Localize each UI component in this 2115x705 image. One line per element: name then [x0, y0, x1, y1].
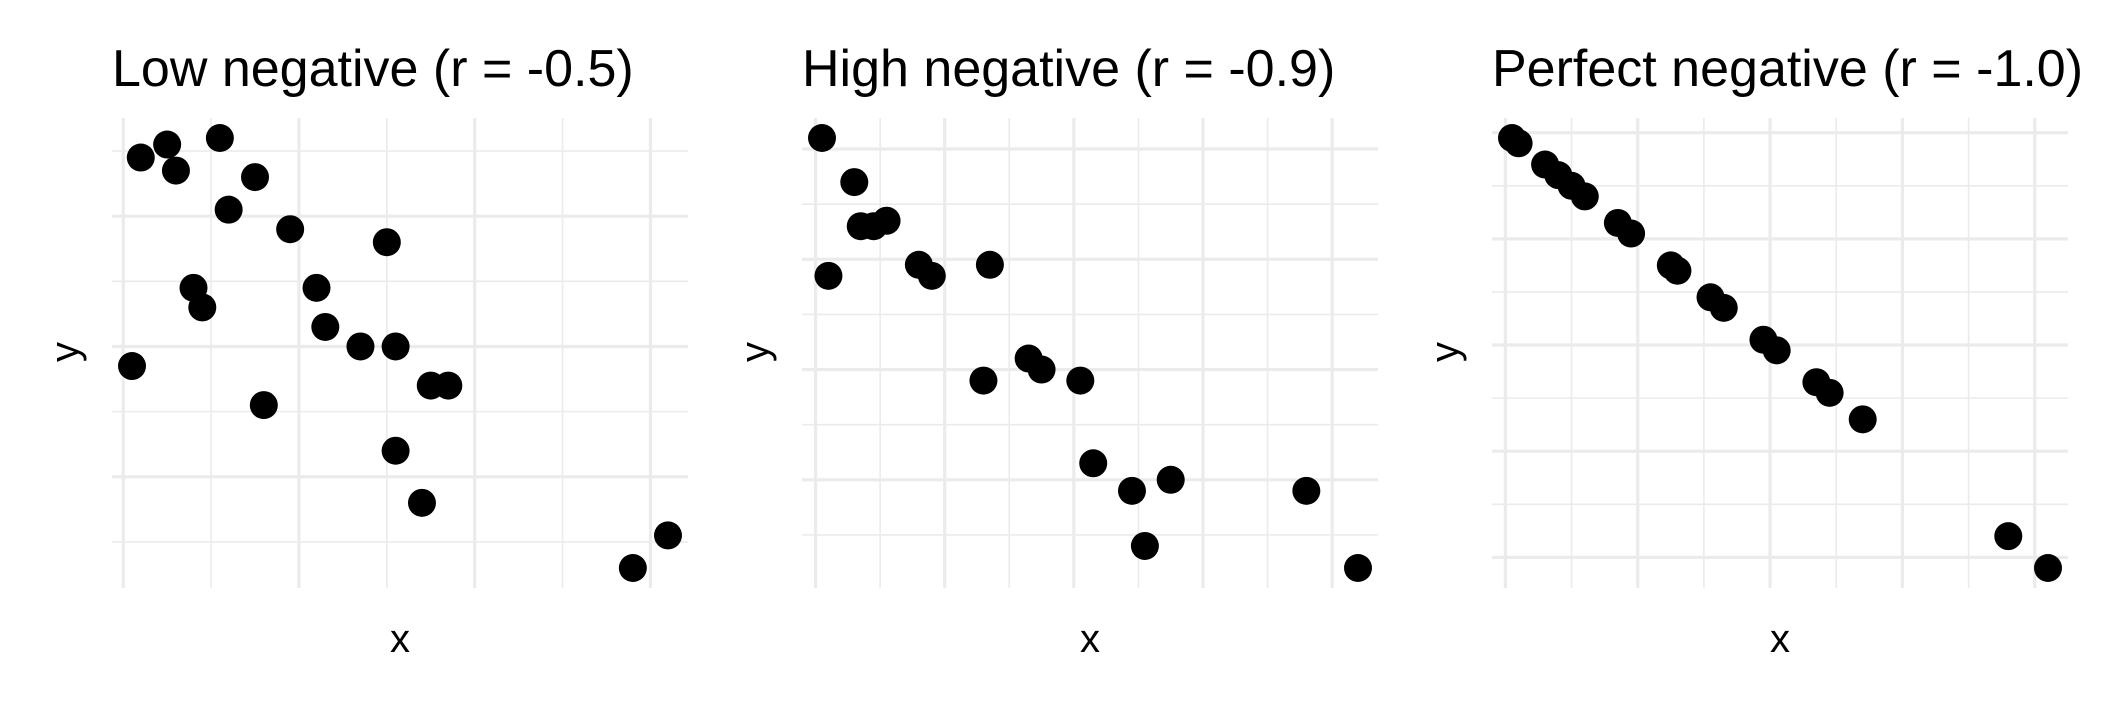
data-point [872, 206, 901, 235]
plot-area [802, 118, 1378, 588]
x-axis-label: x [390, 617, 410, 661]
data-point [249, 391, 278, 420]
data-point [1504, 129, 1533, 158]
panel-high-negative: High negative (r = -0.9) x y [733, 40, 1378, 661]
data-point [1663, 256, 1692, 285]
data-point [814, 261, 843, 290]
x-axis-label: x [1080, 617, 1100, 661]
data-point [840, 168, 869, 197]
data-point [1848, 405, 1877, 434]
data-point [372, 228, 401, 257]
data-point [2034, 554, 2062, 582]
data-point [161, 156, 190, 185]
data-point [975, 250, 1004, 279]
data-point [1617, 219, 1646, 248]
data-point [1570, 182, 1599, 211]
data-point [118, 352, 146, 381]
data-point [969, 366, 998, 395]
data-point [654, 521, 682, 550]
plot-area [1492, 118, 2068, 588]
plot-area [112, 118, 688, 588]
data-point [917, 261, 946, 290]
data-point [1292, 476, 1321, 505]
data-point [1027, 355, 1056, 384]
data-point [346, 332, 375, 361]
y-axis-label: y [1423, 342, 1467, 362]
data-point [434, 371, 463, 400]
y-axis-label: y [733, 342, 777, 362]
data-point [381, 332, 410, 361]
data-point [126, 143, 155, 172]
panel-perfect-negative: Perfect negative (r = -1.0) x y [1423, 40, 2083, 661]
data-point [188, 293, 217, 322]
data-point [276, 215, 305, 244]
data-point [407, 488, 436, 517]
data-point [808, 124, 836, 152]
panel-title: High negative (r = -0.9) [802, 40, 1335, 98]
data-point [1066, 366, 1095, 395]
data-point [1994, 522, 2023, 551]
data-point [205, 124, 234, 152]
data-point [1709, 293, 1738, 322]
data-point [1130, 531, 1159, 560]
data-point [618, 554, 647, 582]
data-point [153, 130, 182, 159]
y-axis-label: y [43, 342, 87, 362]
data-point [1815, 378, 1844, 407]
data-point [1762, 336, 1791, 365]
data-point [241, 163, 270, 192]
data-point [214, 195, 243, 224]
data-point [302, 273, 331, 302]
data-point [311, 312, 340, 341]
data-point [1344, 554, 1372, 582]
panel-low-negative: Low negative (r = -0.5) x y [43, 40, 688, 661]
data-point [1117, 476, 1146, 505]
data-point [381, 436, 410, 465]
data-point [1079, 449, 1108, 478]
x-axis-label: x [1770, 617, 1790, 661]
panel-title: Low negative (r = -0.5) [112, 40, 634, 98]
panel-title: Perfect negative (r = -1.0) [1492, 40, 2083, 98]
data-point [1156, 465, 1185, 494]
